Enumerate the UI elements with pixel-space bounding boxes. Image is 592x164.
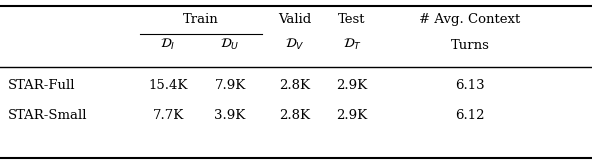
Text: STAR-Full: STAR-Full [8,79,76,92]
Text: 7.7K: 7.7K [152,109,184,122]
Text: 6.13: 6.13 [455,79,485,92]
Text: 3.9K: 3.9K [214,109,246,122]
Text: # Avg. Context: # Avg. Context [419,13,520,26]
Text: $\mathcal{D}_U$: $\mathcal{D}_U$ [220,37,240,52]
Text: $\mathcal{D}_I$: $\mathcal{D}_I$ [160,37,176,52]
Text: Turns: Turns [451,39,490,52]
Text: 2.8K: 2.8K [279,109,310,122]
Text: Valid: Valid [278,13,311,26]
Text: 2.8K: 2.8K [279,79,310,92]
Text: Test: Test [338,13,366,26]
Text: $\mathcal{D}_T$: $\mathcal{D}_T$ [343,37,362,52]
Text: 2.9K: 2.9K [336,79,368,92]
Text: Train: Train [183,13,219,26]
Text: 6.12: 6.12 [455,109,485,122]
Text: 15.4K: 15.4K [149,79,188,92]
Text: STAR-Small: STAR-Small [8,109,88,122]
Text: 2.9K: 2.9K [336,109,368,122]
Text: $\mathcal{D}_V$: $\mathcal{D}_V$ [285,37,305,52]
Text: 7.9K: 7.9K [214,79,246,92]
